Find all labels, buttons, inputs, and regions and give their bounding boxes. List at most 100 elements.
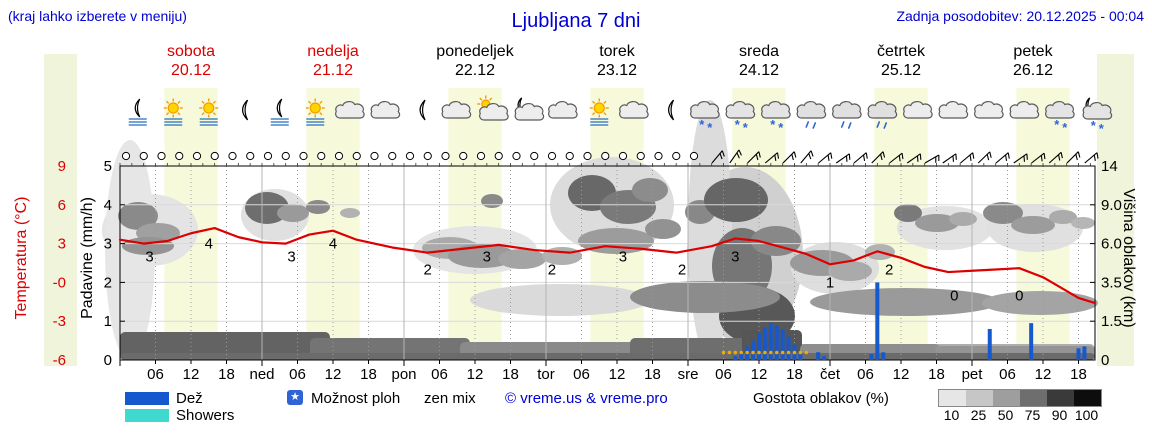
weather-icon-sun-fog [163, 98, 183, 126]
plot-border [119, 165, 1096, 361]
cloud-cover-circle-icon [246, 151, 255, 161]
x-axis-hour-label: 18 [928, 366, 945, 383]
shower-possibility-marker [757, 350, 761, 355]
copyright-link[interactable]: © vreme.us & vreme.pro [505, 390, 668, 407]
wind-barb-icon [977, 151, 992, 164]
cloud-height-tick-label: 9.0 [1101, 197, 1122, 214]
weather-icon-cloud-snow: * * [690, 101, 720, 135]
shower-possibility-marker [774, 350, 779, 355]
cloud-density-blob [1011, 216, 1055, 234]
weather-icon-cloud-snow: * * [761, 101, 791, 135]
svg-text:*: * [1091, 118, 1097, 133]
shower-possibility-marker [745, 350, 749, 355]
cloud-cover-circle-icon [689, 151, 699, 161]
location-hint: (kraj lahko izberete v meniju) [8, 8, 187, 24]
temperature-value-label: 2 [423, 262, 431, 279]
cloud-cover-circle-icon [423, 151, 432, 161]
day-name: torek [599, 43, 635, 60]
rain-bar [1082, 346, 1087, 360]
cloud-cover-circle-icon [192, 151, 202, 161]
cloud-density-blob [1049, 210, 1077, 224]
last-update-text: Zadnja posodobitev: 20.12.2025 - 00:04 [896, 8, 1144, 24]
x-axis-day-label: tor [537, 366, 555, 383]
day-date: 20.12 [170, 62, 212, 79]
cloud-density-blob [828, 261, 872, 281]
wind-barb-icon [764, 152, 780, 164]
cloud-cover-circle-icon [512, 151, 521, 161]
rain-bar [757, 332, 761, 360]
rain-bar [869, 354, 874, 360]
cloud-density-legend-label: Gostota oblakov (%) [753, 390, 889, 407]
weather-icon-moon [419, 99, 426, 121]
cloud-cover-circle-icon [228, 151, 237, 161]
precipitation-tick-label: 5 [104, 158, 112, 175]
wind-barb-icon [1084, 152, 1099, 164]
x-axis-day-label: pon [391, 366, 416, 383]
cloud-density-scale-ticks: 10 25 50 75 90 100 [938, 407, 1108, 425]
wind-barb-icon [1048, 151, 1063, 164]
daytime-band [306, 88, 360, 360]
weather-icon-cloud-rain [867, 101, 898, 129]
wind-barb-icon [942, 153, 957, 164]
cloud-cover-circle-icon [654, 151, 663, 161]
x-axis-hour-label: 06 [715, 366, 732, 383]
weather-icon-moon-cloud [514, 97, 545, 121]
day-header-sobota: sobota 20.12 [125, 42, 257, 80]
x-axis-hour-label: 12 [1035, 366, 1052, 383]
day-header-četrtek: četrtek 25.12 [835, 42, 967, 80]
wind-barb-icon [818, 152, 833, 164]
density-scale-cell [1047, 390, 1074, 406]
cloud-cover-circle-icon [281, 151, 290, 161]
cloud-height-tick-label: 1.5 [1101, 313, 1122, 330]
cloud-cover-circle-icon [317, 151, 326, 161]
weather-icon-sun-fog [199, 98, 219, 126]
cloud-density-blob [645, 219, 681, 239]
weather-icon-cloud [1009, 101, 1040, 119]
temperature-value-label: 2 [885, 262, 893, 279]
rain-bar [881, 352, 886, 360]
temperature-value-label: 3 [731, 249, 739, 266]
cloud-density-blob [470, 284, 650, 316]
weather-icon-moon-cloud-snow: * * [1082, 97, 1113, 136]
rain-bar [987, 328, 992, 360]
rain-bar [751, 340, 756, 360]
temperature-value-label: 1 [826, 274, 834, 291]
shower-possibility-marker [792, 350, 797, 355]
showers-legend-label: Showers [176, 407, 235, 424]
svg-text:*: * [743, 120, 749, 135]
cloud-cover-circle-icon [334, 151, 344, 161]
day-header-torek: torek 23.12 [551, 42, 683, 80]
cloud-cover-circle-icon [352, 151, 361, 161]
temperature-tick-label: 9 [58, 158, 66, 175]
precipitation-axis-title: Padavine (mm/h) [79, 197, 96, 319]
wind-barb-icon [995, 152, 1010, 164]
svg-text:*: * [1099, 121, 1105, 136]
wind-barb-icon [1031, 152, 1046, 164]
density-scale-tick-label: 10 [943, 407, 960, 423]
precipitation-tick-label: 2 [104, 274, 112, 291]
cloud-cover-circle-icon [672, 151, 681, 161]
cloud-cover-circle-icon [618, 151, 628, 161]
shower-possibility-marker [733, 350, 738, 355]
x-axis-hour-label: 18 [360, 366, 377, 383]
cloud-density-blob [630, 281, 780, 313]
x-axis-hour-label: 12 [183, 366, 200, 383]
svg-text:*: * [735, 117, 741, 132]
cloud-cover-circle-icon [494, 151, 503, 161]
cloud-height-tick-label: 14 [1101, 158, 1118, 175]
cloud-cover-circle-icon [299, 151, 308, 161]
shower-possibility-marker [804, 350, 809, 355]
cloud-cover-circle-icon [139, 151, 148, 161]
shower-possibility-marker [786, 350, 791, 355]
legend: Dež Showers ★ Možnost ploh zen mix © vre… [0, 386, 1152, 443]
density-scale-cell [1020, 390, 1047, 406]
day-date: 23.12 [596, 62, 638, 79]
svg-text:*: * [1054, 117, 1060, 132]
weather-icon-cloud-rain [832, 101, 862, 129]
cloud-cover-circle-icon [405, 151, 415, 161]
weather-icon-cloud-snow: * * [725, 101, 756, 135]
x-axis-hour-label: 12 [325, 366, 342, 383]
cloud-density-scale [938, 389, 1102, 407]
weather-icon-cloud [619, 101, 649, 119]
